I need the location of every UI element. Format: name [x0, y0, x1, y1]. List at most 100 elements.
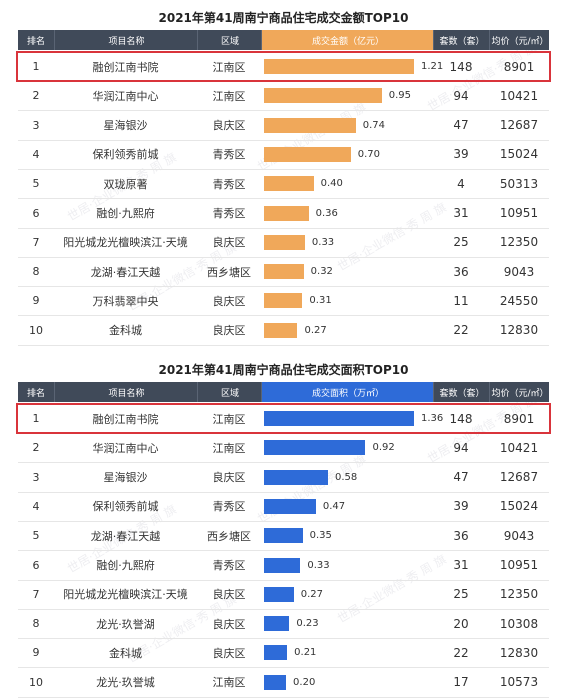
- project-name-cell: 星海银沙: [103, 119, 148, 133]
- ranking-section: 2021年第41周南宁商品住宅成交金额TOP10 世居·企业微信·秀 周 旗世居·…: [0, 8, 567, 348]
- data-bar: [264, 146, 351, 162]
- units-cell: 11: [453, 293, 469, 308]
- header-rank: 排名: [26, 36, 45, 47]
- rank-cell: 10: [29, 675, 43, 689]
- data-bar: [264, 264, 304, 280]
- rank-cell: 1: [32, 60, 40, 73]
- header-district: 区域: [197, 30, 262, 50]
- highlight-box: [16, 51, 551, 82]
- bar-value-label: 0.21: [294, 647, 317, 659]
- units-cell: 31: [453, 206, 469, 220]
- project-name-cell: 龙光·玖誉湖: [96, 617, 155, 631]
- units-cell: 39: [453, 499, 469, 514]
- bar-cell: 0.21: [261, 638, 433, 667]
- units-cell: 17: [453, 675, 469, 690]
- data-bar: [264, 645, 288, 661]
- data-bar: [264, 528, 303, 544]
- district-cell: 江南区: [212, 441, 246, 455]
- header-project-name: 项目名称: [54, 30, 198, 50]
- avg-price-cell: 8901: [503, 59, 535, 74]
- table-row: 6 融创·九熙府 青秀区 0.33 31 10951: [18, 551, 549, 581]
- bar-value-label: 0.23: [296, 618, 319, 630]
- avg-price-cell: 10421: [499, 88, 539, 103]
- units-cell: 36: [453, 264, 469, 279]
- data-bar: [264, 88, 382, 104]
- project-name-cell: 双珑原著: [103, 177, 148, 191]
- bar-value-label: 0.36: [315, 207, 338, 219]
- units-cell: 39: [453, 147, 469, 162]
- bar-cell: 0.35: [261, 521, 433, 550]
- bar-cell: 0.40: [261, 169, 433, 198]
- district-cell: 青秀区: [212, 500, 246, 514]
- bar-cell: 0.31: [261, 286, 433, 315]
- chart-title: 2021年第41周南宁商品住宅成交金额TOP10: [158, 11, 409, 25]
- units-cell: 94: [453, 440, 469, 455]
- header-avg-price: 均价（元/㎡）: [489, 30, 550, 50]
- avg-price-cell: 10421: [499, 440, 539, 455]
- bar-value-label: 0.92: [372, 442, 395, 454]
- rank-cell: 7: [32, 587, 40, 601]
- table-row: 10 龙光·玖誉城 江南区 0.20 17 10573: [18, 668, 549, 698]
- units-cell: 22: [453, 645, 469, 660]
- project-name-cell: 星海银沙: [103, 471, 148, 485]
- project-name-cell: 龙湖·春江天越: [90, 265, 161, 279]
- table-row: 3 星海银沙 良庆区 0.74 47 12687: [18, 111, 549, 141]
- avg-price-cell: 12830: [499, 645, 539, 660]
- avg-price-cell: 24550: [499, 293, 539, 308]
- table-row: 8 龙湖·春江天越 西乡塘区 0.32 36 9043: [18, 257, 549, 288]
- rank-cell: 10: [29, 323, 43, 337]
- district-cell: 良庆区: [212, 236, 246, 250]
- bar-value-label: 0.33: [311, 236, 335, 248]
- rank-cell: 1: [32, 412, 40, 425]
- avg-price-cell: 12350: [499, 235, 539, 250]
- avg-price-cell: 10951: [499, 558, 539, 572]
- table-row: 2 华润江南中心 江南区 0.92 94 10421: [18, 433, 549, 464]
- avg-price-cell: 10573: [499, 675, 539, 690]
- bar-cell: 0.92: [261, 433, 433, 462]
- data-bar: [264, 176, 314, 192]
- units-cell: 148: [449, 59, 473, 74]
- bar-value-label: 0.40: [320, 178, 343, 190]
- avg-price-cell: 9043: [503, 528, 535, 543]
- bar-value-label: 0.35: [309, 530, 332, 542]
- data-bar: [264, 557, 301, 573]
- district-cell: 江南区: [212, 676, 246, 690]
- data-bar: [264, 293, 303, 309]
- table-row: 4 保利领秀前城 青秀区 0.47 39 15024: [18, 492, 549, 522]
- avg-price-cell: 10951: [499, 206, 539, 220]
- units-cell: 20: [453, 616, 469, 631]
- district-cell: 江南区: [212, 89, 246, 103]
- bar-value-label: 0.27: [304, 324, 327, 336]
- avg-price-cell: 10308: [499, 616, 539, 631]
- avg-price-cell: 50313: [499, 176, 539, 191]
- chart-title: 2021年第41周南宁商品住宅成交面积TOP10: [158, 363, 409, 377]
- data-bar: [264, 205, 309, 221]
- units-cell: 36: [453, 528, 469, 543]
- data-bar: [264, 469, 328, 485]
- bar-cell: 0.95: [261, 81, 433, 110]
- table-row: 2 华润江南中心 江南区 0.95 94 10421: [18, 81, 549, 112]
- table-row: 10 金科城 良庆区 0.27 22 12830: [18, 316, 549, 346]
- project-name-cell: 保利领秀前城: [92, 148, 159, 162]
- rank-cell: 6: [32, 558, 40, 572]
- project-name-cell: 金科城: [109, 646, 142, 660]
- data-bar: [264, 616, 290, 632]
- bar-value-label: 1.36: [421, 413, 444, 424]
- bar-cell: 0.58: [261, 463, 433, 492]
- highlight-box: [16, 403, 551, 434]
- rank-cell: 9: [32, 294, 40, 308]
- table-row: 5 双珑原著 青秀区 0.40 4 50313: [18, 169, 549, 200]
- data-bar: [264, 674, 287, 690]
- avg-price-cell: 9043: [503, 264, 535, 279]
- table-row: 5 龙湖·春江天越 西乡塘区 0.35 36 9043: [18, 521, 549, 552]
- table-row: 7 阳光城龙光檀映滨江·天境 良庆区 0.33 25 12350: [18, 228, 549, 258]
- rank-cell: 5: [32, 529, 40, 543]
- avg-price-cell: 12350: [499, 587, 539, 602]
- district-cell: 良庆区: [212, 471, 246, 485]
- table-header-row: 排名 项目名称 区域 成交面积（万㎡） 套数（套） 均价（元/㎡）: [18, 382, 549, 402]
- district-cell: 良庆区: [212, 588, 246, 602]
- table-row: 9 金科城 良庆区 0.21 22 12830: [18, 638, 549, 669]
- bar-cell: 0.74: [261, 111, 433, 140]
- project-name-cell: 融创·九熙府: [96, 207, 155, 220]
- rank-cell: 8: [32, 265, 40, 279]
